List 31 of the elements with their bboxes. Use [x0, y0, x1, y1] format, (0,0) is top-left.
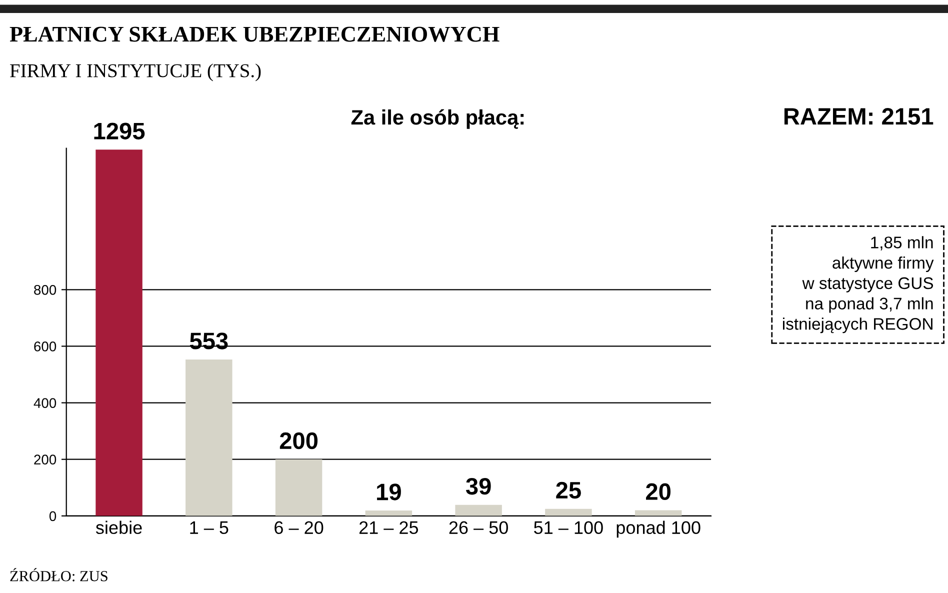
text: ŹRÓDŁO: ZUS [10, 568, 108, 582]
data-label: 200 [280, 432, 318, 450]
bar [545, 508, 592, 516]
x-tick-label: 26 – 50 [449, 521, 508, 534]
x-tick-label: 21 – 25 [359, 521, 418, 534]
x-tick-label: 6 – 20 [274, 521, 324, 534]
data-label: 25 [556, 482, 581, 499]
bar [365, 510, 412, 516]
bar [186, 360, 232, 516]
y-tick-label: 0 [49, 511, 56, 522]
bar [96, 150, 142, 516]
bar [455, 504, 502, 516]
x-tick-label: 51 – 100 [534, 521, 603, 534]
data-label: 19 [377, 484, 401, 500]
x-tick-label: siebie [96, 520, 142, 534]
x-tick-label: ponad 100 [616, 520, 700, 538]
data-label: 20 [646, 483, 670, 500]
chart-subtitle: FIRMY I INSTYTUCJE (TYS.) [10, 64, 261, 82]
y-tick-label: 400 [34, 398, 56, 408]
text: Za ile osób płacą: [351, 109, 524, 129]
x-tick-label: 1 – 5 [190, 521, 228, 534]
bar [275, 459, 322, 516]
data-label: 39 [466, 478, 491, 495]
data-label: 1295 [94, 122, 145, 140]
y-tick-label: 200 [34, 454, 56, 465]
text: RAZEM: 2151 [784, 108, 934, 125]
data-label: 553 [190, 332, 228, 350]
y-tick-label: 800 [34, 284, 56, 295]
chart-title: PŁATNICY SKŁADEK UBEZPIECZENIOWYCH [10, 26, 500, 42]
text: 1,85 mln aktywne firmy w statystyce GUS na ponad 3,7 mln istniejących REGON [783, 236, 934, 334]
y-tick-label: 600 [34, 342, 56, 352]
